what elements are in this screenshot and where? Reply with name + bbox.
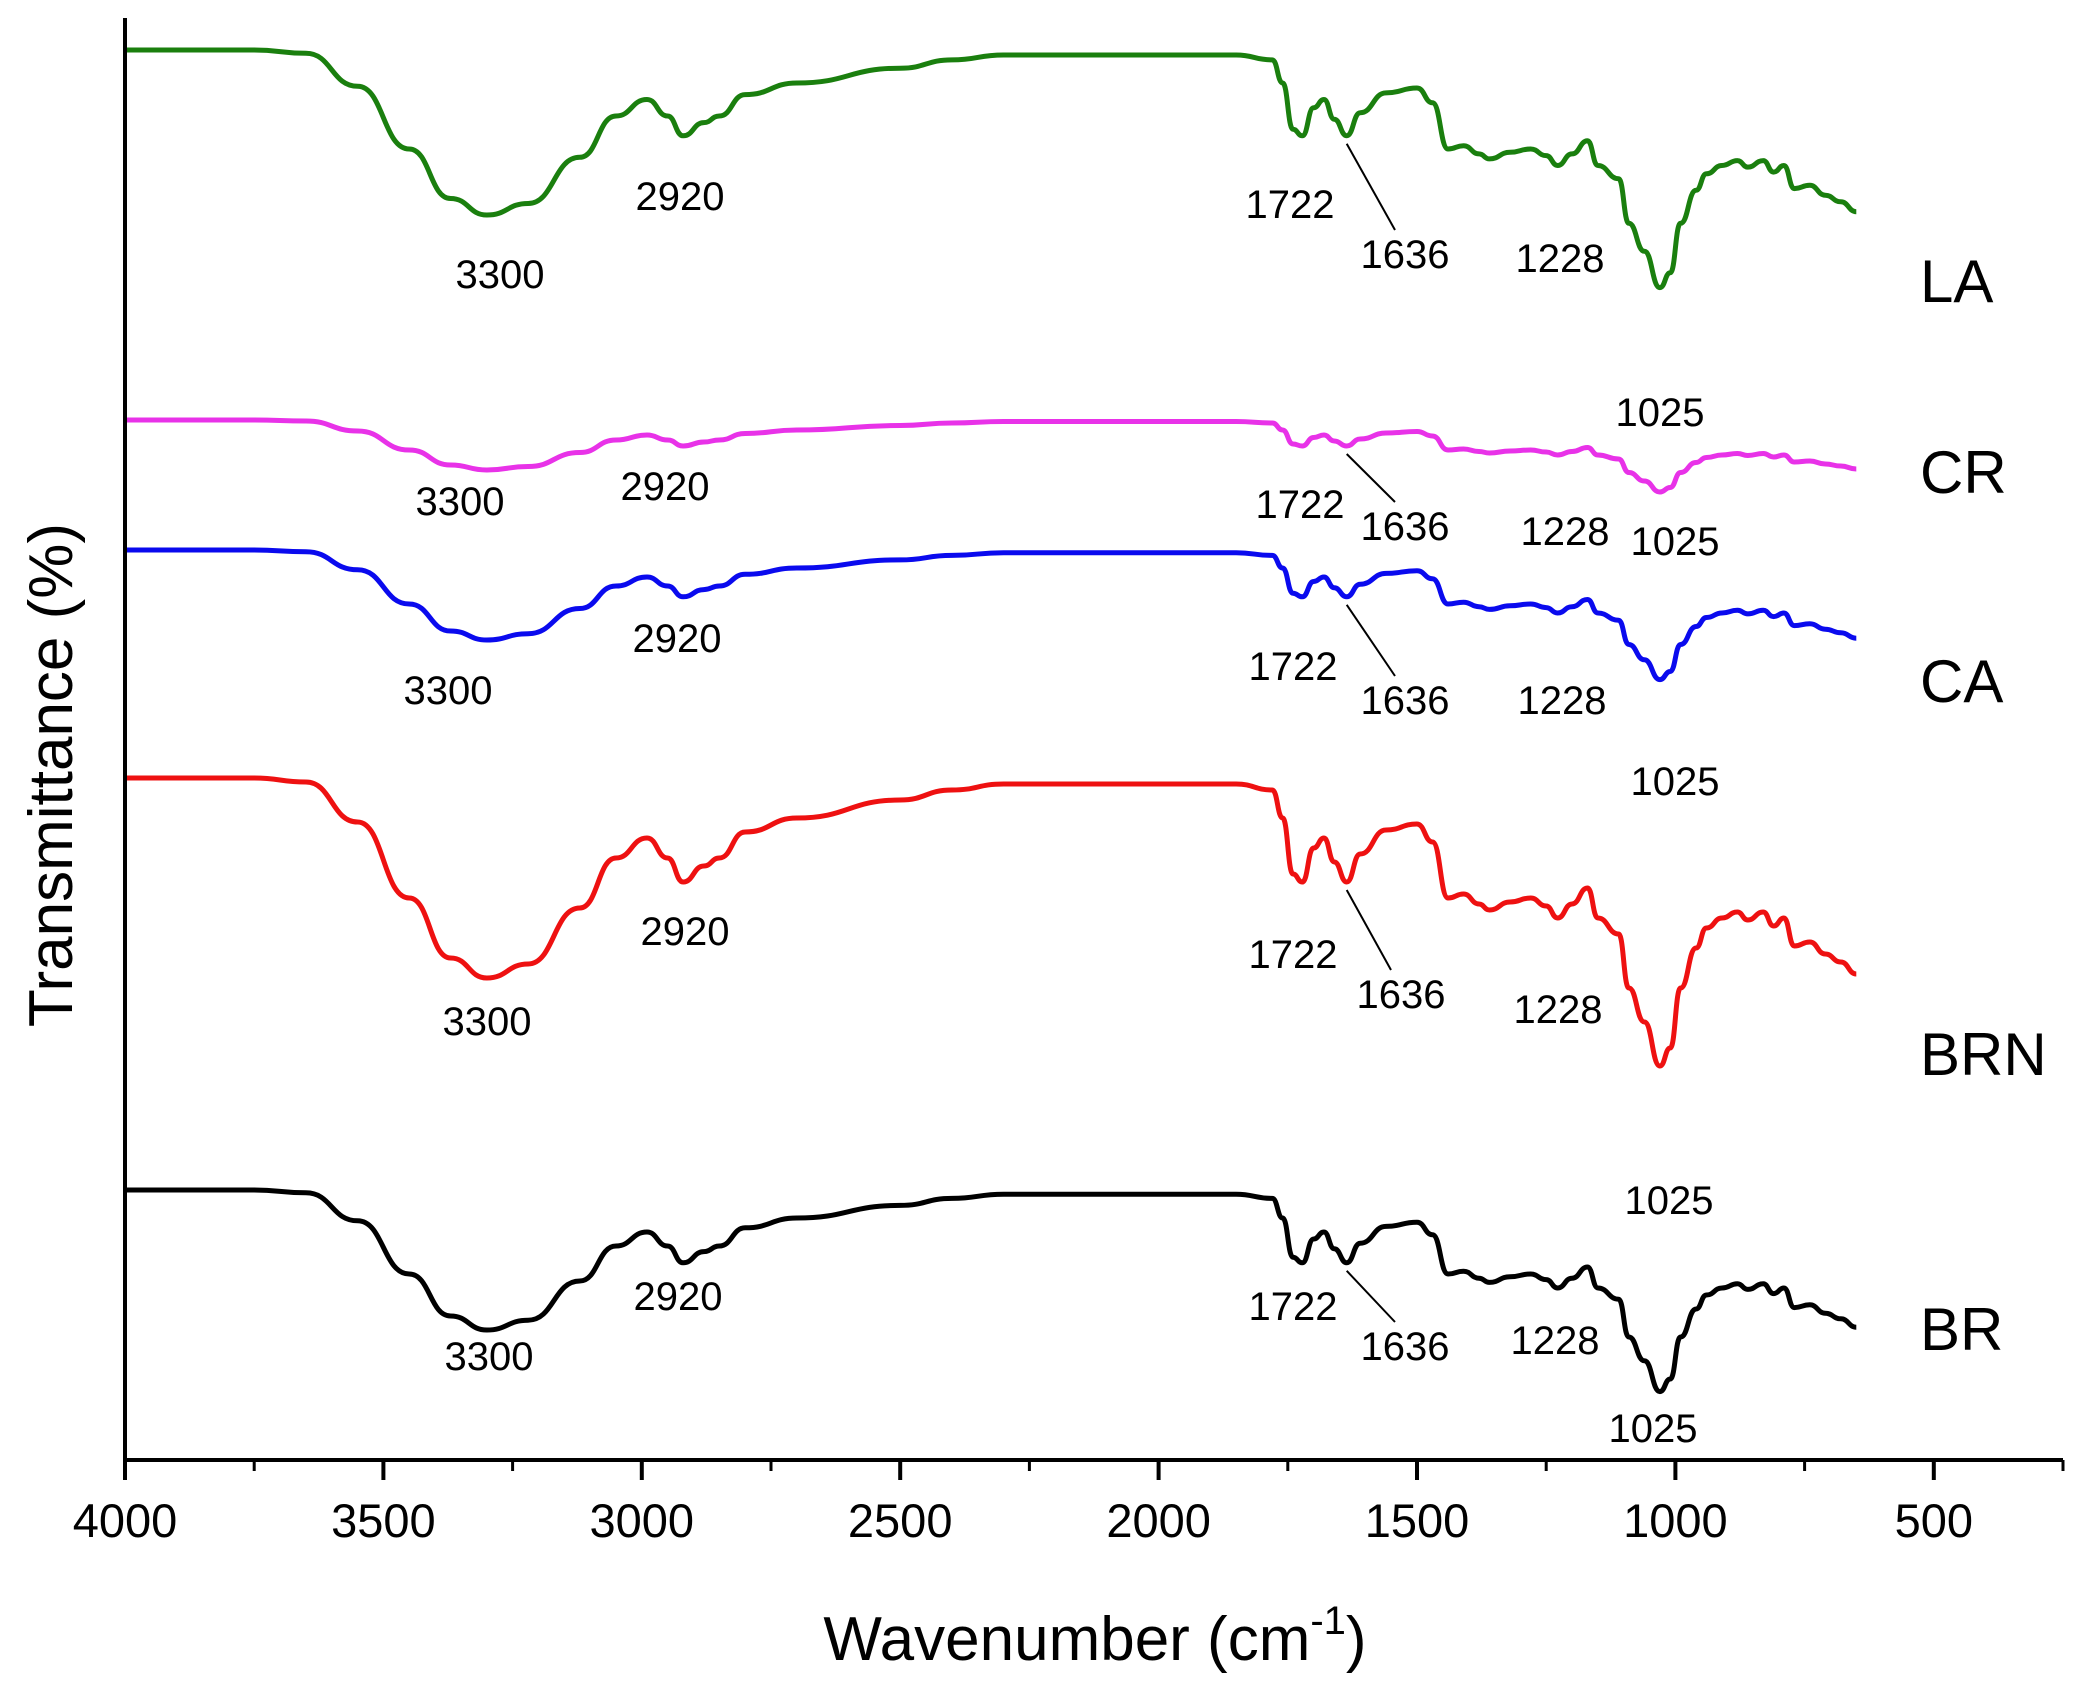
peak-label-cr-2920: 2920 bbox=[621, 465, 710, 509]
peak-label-ca-1636: 1636 bbox=[1361, 679, 1450, 723]
peak-label-cr-1722: 1722 bbox=[1256, 483, 1345, 527]
series-labels: LA CR CA BRN BR bbox=[1920, 248, 2047, 1363]
x-tick-label-1500: 1500 bbox=[1365, 1494, 1470, 1547]
peak-label-brn-3300: 3300 bbox=[443, 1000, 532, 1044]
series-label-brn: BRN bbox=[1920, 1021, 2047, 1088]
peak-label-cr-1025: 1025 bbox=[1631, 520, 1720, 564]
x-ticks: 4000 3500 3000 2500 2000 1500 1000 500 bbox=[73, 1460, 2065, 1547]
series-label-ca: CA bbox=[1920, 648, 2003, 715]
peak-leader-cr-1636 bbox=[1346, 453, 1396, 503]
y-axis-title: Transmittance (%) bbox=[17, 523, 86, 1027]
peak-label-br-1722: 1722 bbox=[1249, 1285, 1338, 1329]
peak-label-brn-2920: 2920 bbox=[641, 910, 730, 954]
peak-leader-ca-1636 bbox=[1345, 604, 1396, 677]
peak-label-brn-1722: 1722 bbox=[1249, 933, 1338, 977]
peak-label-la-1722: 1722 bbox=[1246, 183, 1335, 227]
peak-leader-la-1636 bbox=[1345, 143, 1396, 231]
x-tick-label-2500: 2500 bbox=[848, 1494, 953, 1547]
peak-label-brn-1228: 1228 bbox=[1514, 988, 1603, 1032]
peak-label-la-3300: 3300 bbox=[456, 253, 545, 297]
spectrum-line-brn bbox=[125, 775, 1857, 1069]
peak-label-br-1636: 1636 bbox=[1361, 1325, 1450, 1369]
spectra-group bbox=[124, 47, 1857, 1395]
x-tick-label-3500: 3500 bbox=[331, 1494, 436, 1547]
spectrum-line-br bbox=[125, 1187, 1857, 1395]
peak-label-la-2920: 2920 bbox=[636, 175, 725, 219]
peak-label-cr-1636: 1636 bbox=[1361, 505, 1450, 549]
peak-label-br-1228: 1228 bbox=[1511, 1319, 1600, 1363]
peak-label-la-1025: 1025 bbox=[1616, 391, 1705, 435]
x-tick-label-2000: 2000 bbox=[1106, 1494, 1211, 1547]
peak-label-ca-1025: 1025 bbox=[1631, 760, 1720, 804]
peak-label-brn-1025: 1025 bbox=[1625, 1179, 1714, 1223]
x-axis-title-superscript: -1 bbox=[1310, 1599, 1346, 1643]
x-tick-label-500: 500 bbox=[1895, 1494, 1973, 1547]
peak-label-ca-3300: 3300 bbox=[404, 669, 493, 713]
x-tick-label-4000: 4000 bbox=[73, 1494, 178, 1547]
series-label-cr: CR bbox=[1920, 439, 2007, 506]
spectrum-line-cr bbox=[124, 417, 1857, 495]
x-axis-title-main: Wavenumber (cm bbox=[823, 1605, 1310, 1674]
peak-label-la-1636: 1636 bbox=[1361, 233, 1450, 277]
peak-label-br-1025: 1025 bbox=[1609, 1407, 1698, 1451]
x-axis-title: Wavenumber (cm-1) bbox=[823, 1599, 1366, 1674]
series-label-la: LA bbox=[1920, 248, 1993, 315]
x-axis-title-close: ) bbox=[1346, 1605, 1367, 1674]
peak-leader-br-1636 bbox=[1345, 1270, 1396, 1323]
peak-label-ca-1228: 1228 bbox=[1518, 679, 1607, 723]
peak-leader-brn-1636 bbox=[1345, 889, 1392, 971]
peak-label-brn-1636: 1636 bbox=[1357, 973, 1446, 1017]
series-label-br: BR bbox=[1920, 1296, 2003, 1363]
x-tick-label-1000: 1000 bbox=[1623, 1494, 1728, 1547]
x-tick-label-3000: 3000 bbox=[590, 1494, 695, 1547]
peak-label-ca-2920: 2920 bbox=[633, 617, 722, 661]
peak-label-br-3300: 3300 bbox=[445, 1335, 534, 1379]
peak-label-ca-1722: 1722 bbox=[1249, 645, 1338, 689]
spectrum-line-ca bbox=[124, 547, 1857, 683]
peak-label-la-1228: 1228 bbox=[1516, 237, 1605, 281]
peak-label-cr-3300: 3300 bbox=[416, 480, 505, 524]
axes: 4000 3500 3000 2500 2000 1500 1000 500 bbox=[73, 18, 2065, 1547]
peak-label-br-2920: 2920 bbox=[634, 1275, 723, 1319]
spectrum-line-la bbox=[125, 47, 1857, 291]
peak-label-cr-1228: 1228 bbox=[1521, 510, 1610, 554]
